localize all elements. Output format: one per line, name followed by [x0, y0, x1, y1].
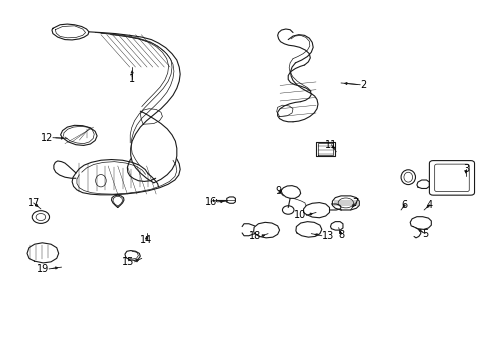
- Text: 13: 13: [322, 231, 334, 241]
- Text: 15: 15: [122, 257, 135, 267]
- Text: 9: 9: [275, 186, 282, 195]
- Text: 7: 7: [352, 198, 359, 208]
- Text: 3: 3: [463, 165, 469, 174]
- Text: 16: 16: [205, 197, 217, 207]
- Text: 14: 14: [141, 235, 153, 245]
- Text: 19: 19: [37, 264, 49, 274]
- Text: 4: 4: [427, 200, 433, 210]
- Text: 12: 12: [41, 133, 53, 143]
- Text: 18: 18: [248, 231, 261, 242]
- Text: 8: 8: [338, 230, 344, 240]
- Text: 17: 17: [27, 198, 40, 208]
- Text: 10: 10: [294, 210, 306, 220]
- Text: 11: 11: [325, 140, 338, 150]
- Text: 5: 5: [422, 229, 428, 239]
- Text: 6: 6: [402, 200, 408, 210]
- Text: 1: 1: [129, 75, 135, 85]
- Text: 2: 2: [360, 80, 367, 90]
